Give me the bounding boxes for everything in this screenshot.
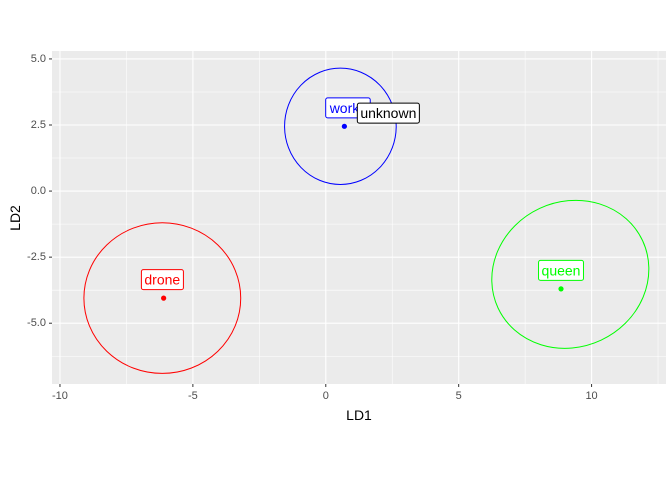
x-tick-label: 10	[585, 390, 597, 402]
y-tick-label: 5.0	[31, 53, 46, 65]
ellipse-drone	[83, 222, 242, 374]
major-gridlines	[52, 51, 666, 384]
ellipse-worker	[284, 67, 397, 185]
y-tick-label: 2.5	[31, 119, 46, 131]
point-label-text: queen	[542, 262, 581, 278]
y-axis-ticks: 5.0 2.5 0.0 -2.5 -5.0	[27, 53, 52, 329]
x-tick-label: 5	[456, 390, 462, 402]
x-axis-title: LD1	[346, 407, 372, 423]
ellipse-queen	[491, 199, 650, 349]
point-label-box	[356, 102, 420, 124]
ellipses-layer	[83, 67, 650, 374]
point-queen	[558, 286, 564, 292]
y-tick-label: -2.5	[27, 251, 46, 263]
x-tick-label: 0	[323, 390, 329, 402]
point-label: queen	[538, 259, 584, 281]
x-axis-ticks: -10 -5 0 5 10	[52, 384, 598, 402]
point-worker	[341, 123, 347, 129]
x-tick-label: -5	[188, 390, 198, 402]
point-label-box	[140, 269, 184, 291]
point-label-box	[538, 259, 584, 281]
point-drone	[161, 295, 167, 301]
y-tick-label: -5.0	[27, 317, 46, 329]
point-label-text: unknown	[360, 105, 416, 121]
x-tick-label: -10	[52, 390, 68, 402]
y-tick-label: 0.0	[31, 185, 46, 197]
point-label: unknown	[356, 102, 420, 124]
point-label: drone	[140, 269, 184, 291]
y-axis-title: LD2	[7, 205, 23, 231]
point-label-text: drone	[144, 272, 180, 288]
